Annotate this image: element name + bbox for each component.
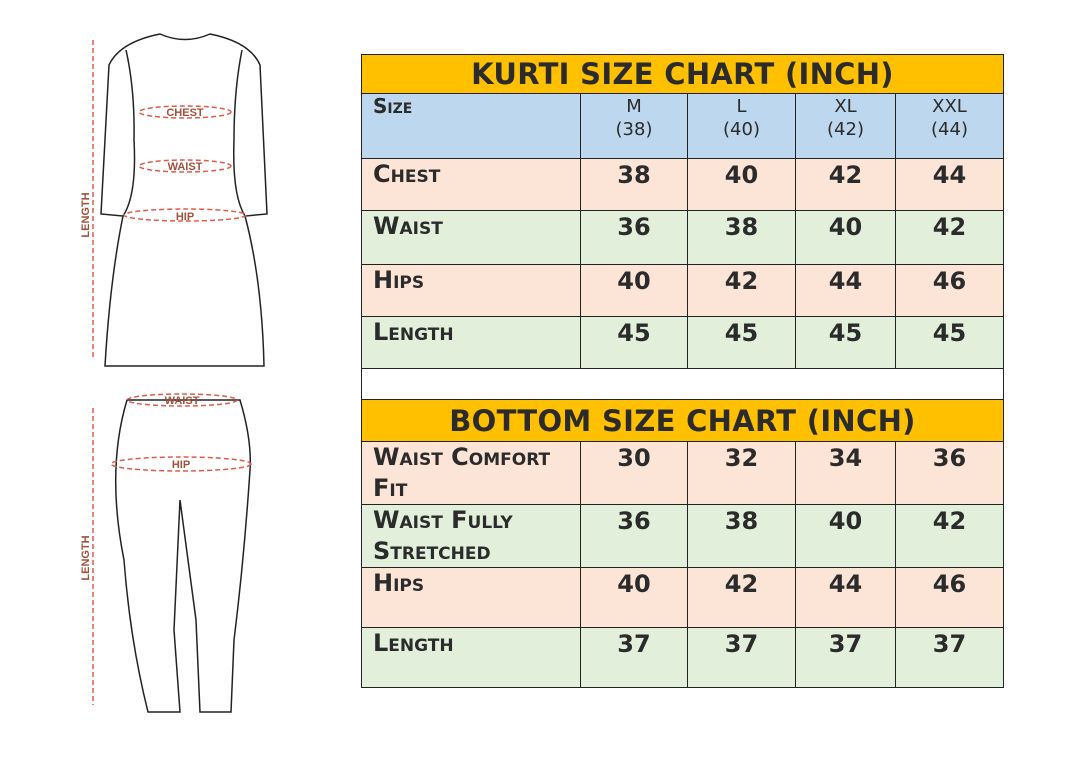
row-label: Chest [361,158,581,211]
table-row: Hips 40 42 44 46 [361,567,1004,628]
bottom-waist-label: WAIST [165,395,200,407]
size-value-cell: 36 [580,504,688,568]
size-value-cell: 45 [580,316,688,369]
size-name: M [626,96,642,117]
waist-label: WAIST [168,161,203,173]
kurti-hip-line [123,208,247,222]
size-value-cell: 45 [795,316,896,369]
table-spacer [361,368,1004,400]
size-value-cell: 40 [795,504,896,568]
row-label: Hips [361,264,581,317]
size-name: L [736,96,747,117]
row-label: Length [361,316,581,369]
size-value-cell: 40 [580,567,688,628]
table-row: Waist 36 38 40 42 [361,210,1004,265]
size-value-cell: 37 [580,627,688,688]
size-value-cell: 40 [687,158,796,211]
table-row: Waist Comfort Fit 30 32 34 36 [361,441,1004,505]
kurti-length-label: LENGTH [80,192,92,237]
bottom-waist-line [126,393,238,407]
kurti-table-title: KURTI SIZE CHART (INCH) [361,54,1004,94]
size-value-cell: 42 [687,567,796,628]
chest-label: CHEST [166,107,204,119]
size-value-cell: 38 [687,504,796,568]
table-row: Length 45 45 45 45 [361,316,1004,369]
size-value-cell: 38 [687,210,796,265]
size-value-cell: 42 [687,264,796,317]
size-value-cell: 36 [895,441,1004,505]
kurti-chest-line [138,105,232,119]
table-row: Waist Fully Stretched 36 38 40 42 [361,504,1004,568]
size-xl-header: XL (42) [795,93,896,159]
size-l-header: L (40) [687,93,796,159]
size-value-cell: 37 [795,627,896,688]
row-label: Waist Fully Stretched [361,504,581,568]
kurti-size-table: KURTI SIZE CHART (INCH) Size M (38) L (40)… [361,54,1004,688]
size-m-header: M (38) [580,93,688,159]
size-value-cell: 34 [795,441,896,505]
size-value-cell: 40 [795,210,896,265]
size-value-cell: 42 [895,504,1004,568]
size-value-cell: 42 [895,210,1004,265]
bottom-hip-line [110,456,252,472]
garment-illustrations: CHEST WAIST HIP LENGTH WAIST HIP LENGTH [80,33,268,713]
size-value-cell: 30 [580,441,688,505]
size-value: (40) [723,119,760,140]
size-header: Size [361,93,581,159]
size-xxl-header: XXL (44) [895,93,1004,159]
size-value-cell: 38 [580,158,688,211]
bottom-drawing [114,399,252,713]
hip-label: HIP [176,211,194,223]
bottom-table-title: BOTTOM SIZE CHART (INCH) [361,399,1004,442]
row-label: Length [361,627,581,688]
size-value-cell: 44 [795,567,896,628]
kurti-drawing [100,33,268,367]
bottom-length-label: LENGTH [80,535,92,580]
kurti-waist-line [138,159,232,173]
row-label: Waist Comfort Fit [361,441,581,505]
size-value-cell: 44 [895,158,1004,211]
size-value-cell: 42 [795,158,896,211]
size-value-cell: 40 [580,264,688,317]
size-value-cell: 46 [895,567,1004,628]
size-value-cell: 45 [895,316,1004,369]
size-name: XXL [932,96,967,117]
size-value-cell: 45 [687,316,796,369]
table-row: Hips 40 42 44 46 [361,264,1004,317]
size-value-cell: 32 [687,441,796,505]
size-value: (44) [931,119,968,140]
size-value-cell: 44 [795,264,896,317]
size-name: XL [834,96,857,117]
size-value-cell: 37 [895,627,1004,688]
size-value: (38) [615,119,653,140]
size-value: (42) [827,119,864,140]
size-value-cell: 37 [687,627,796,688]
table-row: Length 37 37 37 37 [361,627,1004,688]
row-label: Waist [361,210,581,265]
bottom-hip-label: HIP [172,459,190,471]
row-label: Hips [361,567,581,628]
table-row: Chest 38 40 42 44 [361,158,1004,211]
size-value-cell: 36 [580,210,688,265]
size-value-cell: 46 [895,264,1004,317]
